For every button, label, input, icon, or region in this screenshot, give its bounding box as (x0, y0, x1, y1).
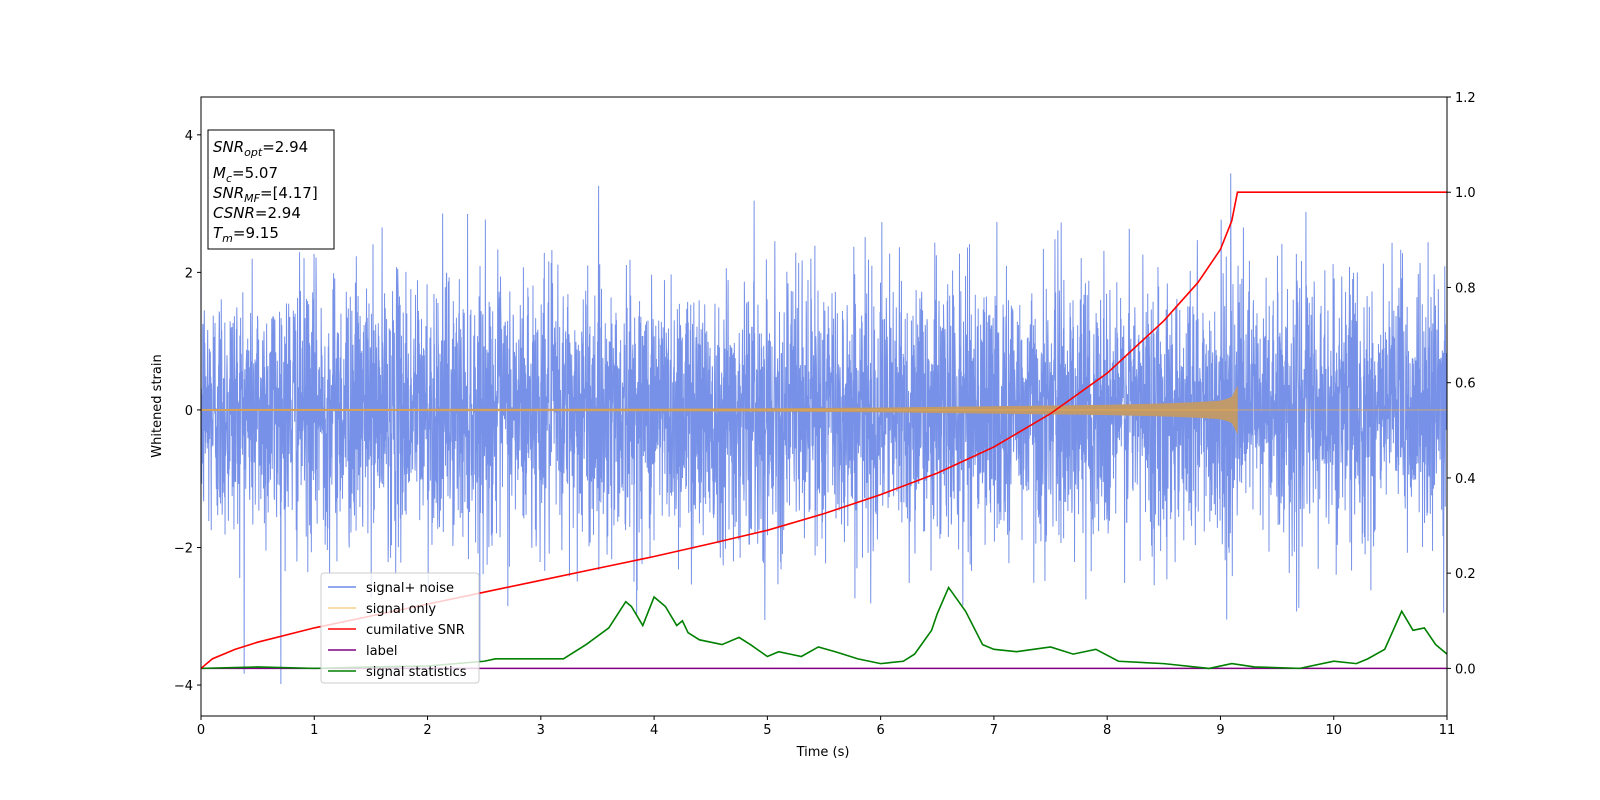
info-tm: Tm=9.15 (213, 224, 279, 245)
info-snr-opt-base: SNR (213, 138, 244, 156)
info-mc: Mc=5.07 (213, 164, 278, 185)
info-tm-base: T (213, 224, 224, 242)
y-axis-left: 4 2 0 −2 −4 (174, 129, 201, 694)
info-csnr: CSNR=2.94 (213, 204, 301, 222)
x-tick-label: 2 (423, 723, 431, 738)
x-tick-label: 8 (1103, 723, 1111, 738)
x-axis: 0 1 2 3 4 5 6 7 8 9 10 11 (197, 716, 1455, 738)
x-tick-label: 11 (1439, 723, 1456, 738)
x-axis-label: Time (s) (796, 745, 850, 760)
legend-label: cumilative SNR (366, 623, 465, 638)
y-left-tick-label: −2 (174, 541, 193, 556)
x-tick-label: 1 (310, 723, 318, 738)
y-right-tick-label: 1.2 (1455, 91, 1476, 106)
y-right-tick-label: 0.6 (1455, 377, 1476, 392)
series-cumulative-snr (201, 191, 1447, 669)
y-left-tick-label: 4 (185, 129, 193, 144)
info-csnr-base: CSNR (213, 204, 255, 222)
info-tm-value: =9.15 (233, 224, 279, 242)
info-snr-mf: SNRMF=[4.17] (213, 184, 318, 205)
info-box-frame (207, 129, 335, 250)
y-right-tick-label: 0.4 (1455, 472, 1476, 487)
info-snr-opt-sub: opt (244, 146, 263, 159)
legend-label: signal statistics (366, 665, 467, 680)
series-signal-statistics (201, 585, 1447, 670)
info-csnr-value: =2.94 (255, 204, 301, 222)
legend-frame (320, 572, 480, 684)
legend: signal+ noise signal only cumilative SNR la… (320, 572, 480, 684)
info-snr-mf-sub: MF (244, 192, 260, 205)
y-left-tick-label: −4 (174, 679, 193, 694)
y-right-tick-label: 0.8 (1455, 281, 1476, 296)
y-right-tick-label: 1.0 (1455, 186, 1476, 201)
info-mc-base: M (213, 164, 226, 182)
info-snr-opt-value: =2.94 (262, 138, 308, 156)
x-tick-label: 4 (650, 723, 658, 738)
x-tick-label: 9 (1216, 723, 1224, 738)
x-tick-label: 3 (537, 723, 545, 738)
info-mc-sub: c (226, 172, 232, 185)
x-tick-label: 5 (763, 723, 771, 738)
plot-frame (200, 96, 1448, 717)
x-tick-label: 10 (1325, 723, 1342, 738)
info-snr-opt: SNRopt=2.94 (213, 138, 308, 159)
legend-label: signal+ noise (366, 581, 454, 596)
y-left-tick-label: 0 (185, 404, 193, 419)
y-right-tick-label: 0.0 (1455, 662, 1476, 677)
legend-label: label (366, 644, 397, 659)
x-tick-label: 0 (197, 723, 205, 738)
y-left-tick-label: 2 (185, 266, 193, 281)
info-snr-mf-value: =[4.17] (260, 184, 318, 202)
series-signal-noise (201, 173, 1447, 684)
info-box: SNRopt=2.94 Mc=5.07 SNRMF=[4.17] CSNR=2.… (207, 129, 335, 250)
info-snr-mf-base: SNR (213, 184, 244, 202)
y-right-tick-label: 0.2 (1455, 567, 1476, 582)
legend-label: signal only (366, 602, 436, 617)
info-tm-sub: m (222, 232, 233, 245)
y-axis-left-label: Whitened strain (150, 354, 165, 457)
x-tick-label: 6 (876, 723, 884, 738)
y-axis-right: 1.2 1.0 0.8 0.6 0.4 0.2 0.0 (1447, 91, 1476, 677)
x-tick-label: 7 (990, 723, 998, 738)
info-mc-value: =5.07 (232, 164, 278, 182)
